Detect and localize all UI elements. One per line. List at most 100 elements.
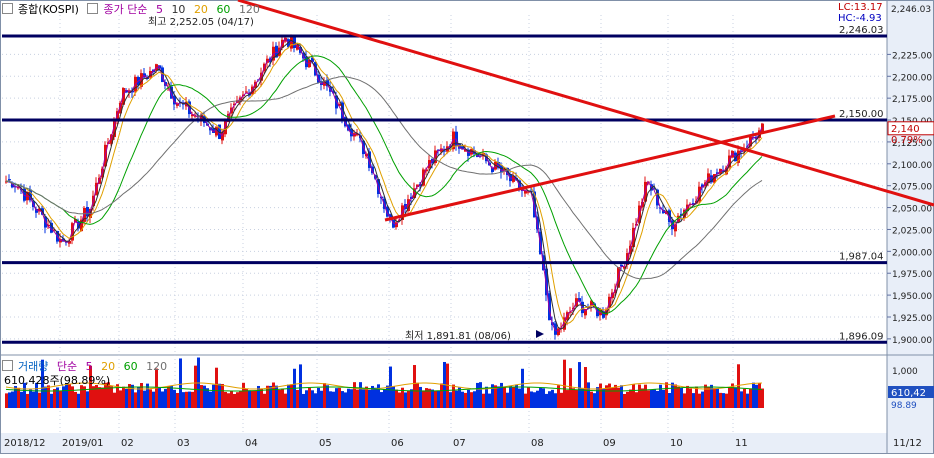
volume-bar [761, 388, 764, 408]
volume-bar [686, 385, 689, 408]
volume-bar [551, 389, 554, 408]
volume-bar [464, 392, 467, 408]
volume-bar [257, 385, 260, 408]
checkbox-icon[interactable] [2, 3, 13, 14]
candle [290, 36, 293, 49]
candle [371, 166, 374, 174]
volume-bar [23, 382, 26, 408]
candle [140, 73, 143, 87]
volume-bar [638, 384, 641, 408]
volume-bar [386, 385, 389, 408]
volume-bar [350, 389, 353, 408]
volume-bar [431, 389, 434, 408]
high-annotation: 최고 2,252.05 (04/17) [148, 16, 254, 28]
volume-bar [83, 386, 86, 408]
volume-bar [338, 387, 341, 408]
candle [47, 224, 50, 227]
candle [50, 222, 53, 233]
volume-bar [182, 392, 185, 408]
volume-bar [110, 386, 113, 408]
volume-bar [359, 382, 362, 408]
candle [347, 124, 350, 131]
volume-bar [191, 391, 194, 408]
level-label: 1,987.04 [839, 252, 884, 263]
volume-bar [584, 367, 587, 408]
checkbox-icon[interactable] [2, 360, 13, 371]
volume-bar [650, 389, 653, 408]
volume-bar [404, 392, 407, 408]
volume-bar [38, 392, 41, 408]
low-marker-icon [536, 330, 544, 338]
candle [599, 308, 602, 316]
candle [227, 113, 230, 123]
candle [761, 123, 764, 133]
ma-period-5: 5 [155, 3, 163, 16]
volume-bar [17, 387, 20, 408]
volume-bar [497, 386, 500, 408]
candle [722, 170, 725, 172]
volume-ma-60: 60 [123, 360, 138, 373]
candle [317, 74, 320, 83]
volume-bar [716, 388, 719, 408]
volume-ma-120: 120 [146, 360, 168, 373]
price-tick-label: 2,125.00 [892, 139, 932, 149]
volume-bar [329, 391, 332, 408]
volume-bar [212, 384, 215, 408]
date-label: 05 [319, 438, 332, 449]
price-tick-label: 2,075.00 [892, 183, 932, 193]
checkbox-icon[interactable] [87, 3, 99, 14]
volume-bar [221, 383, 224, 408]
volume-bar [689, 388, 692, 408]
volume-bar [707, 386, 710, 408]
volume-bar [62, 386, 65, 408]
candle [683, 209, 686, 218]
volume-bar [164, 388, 167, 408]
volume-bar [200, 385, 203, 408]
candle [113, 118, 116, 138]
candle [509, 174, 512, 182]
volume-bar [692, 393, 695, 408]
volume-bar [401, 387, 404, 408]
volume-bar [743, 388, 746, 408]
price-tick-label: 2,175.00 [892, 95, 932, 105]
date-label: 2018/12 [4, 438, 46, 449]
price-tick-label: 2,000.00 [892, 248, 932, 258]
volume-bar [506, 392, 509, 408]
lc-label: LC:13.17 [838, 2, 883, 13]
price-tick-label: 2,200.00 [892, 73, 932, 83]
volume-bar [362, 389, 365, 408]
candle [8, 179, 11, 181]
price-tick-label: 2,225.00 [892, 51, 932, 61]
candle [80, 219, 83, 232]
candle [35, 208, 38, 213]
axis-top-label: 2,246.03 [891, 5, 931, 15]
candle [110, 134, 113, 144]
volume-bar [98, 387, 101, 408]
index-title: 종합(KOSPI) [18, 3, 79, 16]
volume-bar [131, 384, 134, 408]
candle [686, 204, 689, 212]
volume-bar [26, 393, 29, 408]
date-label: 09 [603, 438, 616, 449]
volume-bar [272, 382, 275, 408]
candle [668, 210, 671, 223]
candle [170, 86, 173, 99]
volume-bar [605, 385, 608, 408]
volume-bar [461, 391, 464, 408]
volume-bar [281, 388, 284, 408]
candle [701, 184, 704, 188]
volume-bar [347, 388, 350, 408]
volume-bar [377, 384, 380, 408]
volume-bar [59, 391, 62, 408]
volume-bar [335, 388, 338, 408]
candle [83, 207, 86, 222]
volume-bar [680, 387, 683, 408]
price-tick-label: 2,025.00 [892, 226, 932, 236]
candle [86, 206, 89, 217]
volume-bar [254, 390, 257, 408]
volume-bar [719, 392, 722, 408]
volume-bar [731, 383, 734, 408]
volume-bar [437, 390, 440, 408]
